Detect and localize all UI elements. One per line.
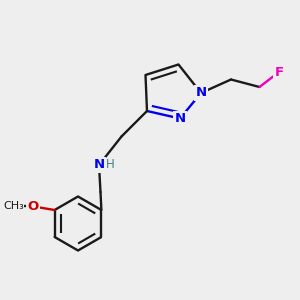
Text: N: N [174, 112, 186, 125]
Text: H: H [106, 158, 115, 171]
Text: N: N [93, 158, 105, 172]
Text: CH₃: CH₃ [3, 201, 24, 212]
Text: O: O [27, 200, 39, 213]
Text: F: F [274, 65, 284, 79]
Text: N: N [195, 86, 207, 100]
